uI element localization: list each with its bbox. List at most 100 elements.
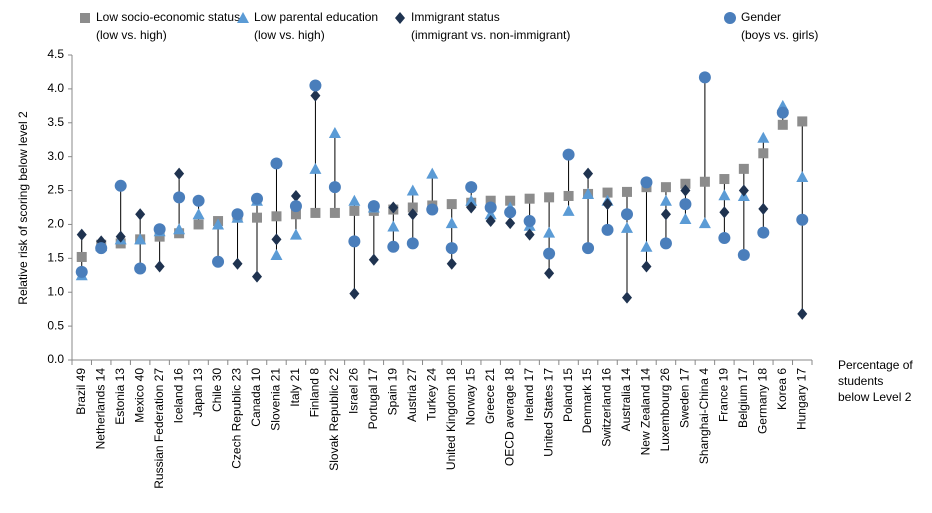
marker-circle — [426, 203, 439, 216]
legend-label: Immigrant status — [411, 10, 500, 24]
marker-triangle — [757, 131, 770, 143]
marker-diamond — [388, 201, 399, 214]
marker-circle — [387, 240, 400, 253]
marker-diamond — [602, 198, 613, 211]
x-tick-label: Austria 27 — [405, 368, 419, 422]
marker-triangle — [270, 248, 283, 260]
x-tick-label: Israel 26 — [347, 368, 361, 414]
marker-circle — [776, 106, 789, 119]
marker-circle — [718, 232, 731, 244]
x-tick-label: OECD average 18 — [502, 368, 516, 466]
legend-marker — [237, 12, 249, 23]
marker-triangle — [621, 221, 633, 233]
marker-triangle — [484, 208, 497, 220]
marker-diamond — [368, 253, 379, 266]
x-tick-label: Portugal 17 — [366, 368, 380, 430]
marker-circle — [757, 226, 770, 239]
x-tick-label: Denmark 15 — [580, 368, 594, 434]
marker-circle — [134, 262, 147, 275]
marker-triangle — [640, 240, 653, 252]
marker-circle — [582, 242, 595, 255]
marker-diamond — [174, 167, 185, 180]
legend-label: Low parental education — [254, 10, 378, 24]
y-axis-label: Relative risk of scoring below level 2 — [16, 111, 30, 305]
marker-triangle — [718, 189, 731, 201]
marker-square — [544, 192, 555, 203]
marker-triangle — [543, 226, 556, 238]
marker-diamond — [758, 202, 769, 215]
x-tick-label: Norway 15 — [463, 368, 477, 426]
marker-circle — [75, 265, 88, 278]
marker-square — [680, 178, 691, 189]
marker-circle — [465, 181, 478, 194]
x-tick-label: Belgium 17 — [736, 368, 750, 428]
x-tick-label: Czech Republic 23 — [230, 368, 244, 469]
marker-triangle — [328, 126, 341, 138]
marker-triangle — [465, 194, 478, 206]
x-tick-label: Greece 21 — [483, 368, 497, 424]
marker-diamond — [407, 208, 418, 221]
x-tick-label: Australia 14 — [619, 368, 633, 432]
marker-triangle — [445, 217, 458, 229]
marker-circle — [504, 206, 517, 219]
marker-diamond — [544, 267, 555, 280]
marker-square — [485, 195, 496, 206]
marker-square — [797, 116, 808, 127]
x-tick-label: Poland 15 — [561, 368, 575, 422]
marker-diamond — [115, 230, 126, 243]
marker-diamond — [252, 270, 262, 283]
marker-circle — [95, 242, 108, 255]
marker-triangle — [173, 223, 186, 235]
y-tick-label: 0.5 — [47, 318, 64, 332]
marker-circle — [192, 194, 205, 207]
marker-triangle — [212, 218, 225, 230]
marker-square — [193, 219, 204, 230]
marker-circle — [114, 179, 127, 192]
marker-square — [660, 182, 671, 193]
marker-triangle — [348, 194, 361, 206]
x-tick-label: United States 17 — [541, 368, 555, 457]
x-tick-label: Shanghai-China 4 — [697, 368, 711, 464]
y-tick-label: 3.5 — [47, 115, 64, 129]
marker-square — [252, 212, 262, 223]
marker-square — [699, 176, 710, 187]
legend-marker — [724, 12, 736, 24]
marker-circle — [270, 157, 283, 170]
marker-circle — [737, 248, 750, 261]
x-tick-label: Netherlands 14 — [93, 368, 107, 450]
x-tick-label: Luxembourg 26 — [658, 368, 672, 452]
marker-circle — [328, 181, 341, 194]
x-tick-label: France 19 — [717, 368, 731, 422]
marker-triangle — [796, 171, 809, 182]
marker-circle — [698, 71, 711, 84]
x-tick-label: Chile 30 — [210, 368, 224, 412]
marker-diamond — [154, 260, 165, 273]
marker-triangle — [309, 162, 322, 174]
marker-circle — [484, 201, 497, 214]
x-tick-label: Estonia 13 — [113, 368, 127, 425]
marker-triangle — [406, 184, 419, 196]
y-tick-label: 2.0 — [47, 217, 64, 231]
x-tick-label: Iceland 16 — [171, 368, 185, 424]
y-tick-label: 3.0 — [47, 149, 64, 163]
x-tick-label: Sweden 17 — [678, 368, 692, 428]
marker-square — [290, 209, 301, 220]
marker-triangle — [679, 213, 692, 225]
x-note: Percentage of — [838, 358, 913, 372]
marker-circle — [445, 242, 458, 255]
marker-circle — [251, 192, 263, 205]
legend-label: Low socio-economic status — [96, 10, 240, 24]
marker-circle — [231, 208, 244, 221]
y-tick-label: 0.0 — [47, 352, 64, 366]
marker-diamond — [290, 189, 301, 202]
marker-square — [777, 119, 788, 130]
x-tick-label: Ireland 17 — [522, 368, 536, 422]
x-note: students — [838, 374, 883, 388]
marker-circle — [601, 223, 614, 236]
x-tick-label: Korea 6 — [775, 368, 789, 410]
marker-diamond — [135, 208, 146, 221]
y-tick-label: 4.0 — [47, 81, 64, 95]
marker-circle — [406, 237, 419, 250]
marker-square — [271, 211, 282, 222]
marker-circle — [640, 176, 653, 189]
